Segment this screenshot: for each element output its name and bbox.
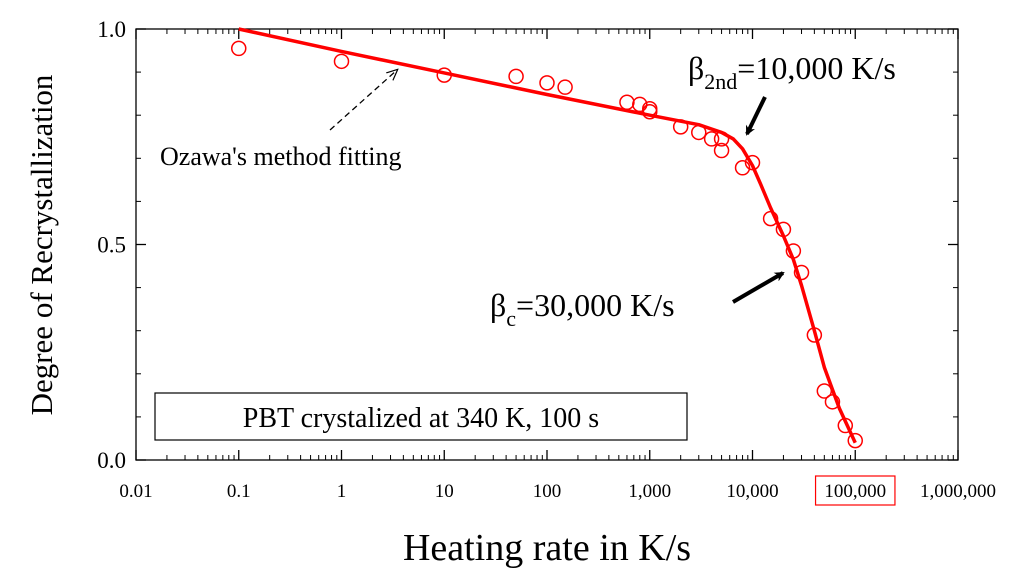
beta-2nd-subscript: 2nd <box>704 69 737 94</box>
data-point <box>816 383 833 399</box>
y-axis-label: Degree of Recrystallization <box>24 74 59 415</box>
beta-2nd-symbol: β <box>688 50 704 86</box>
y-tick-label: 0.0 <box>97 448 126 473</box>
data-point <box>847 432 863 449</box>
beta-c-label: βc=30,000 K/s <box>490 287 675 331</box>
ozawa-annotation: Ozawa's method fitting <box>160 70 402 171</box>
beta-c-annotation: βc=30,000 K/s <box>490 271 785 331</box>
data-point <box>713 142 730 159</box>
data-point <box>508 68 524 85</box>
data-point <box>436 67 452 83</box>
x-tick-label: 100 <box>533 481 562 502</box>
legend-box: PBT crystalized at 340 K, 100 s <box>154 392 688 441</box>
y-axis-ticks: 0.0 0.5 1.0 <box>97 17 958 473</box>
x-axis-ticks: 0.01 0.1 1 10 100 1,000 10,000 100,000 1,000,000 <box>119 29 996 506</box>
beta-c-subscript: c <box>506 306 516 331</box>
data-point <box>672 119 689 135</box>
data-point <box>806 327 823 343</box>
legend-box-text: PBT crystalized at 340 K, 100 s <box>243 403 599 434</box>
beta-2nd-annotation: β2nd=10,000 K/s <box>688 50 896 136</box>
data-point <box>557 79 573 95</box>
data-point <box>713 131 730 147</box>
y-tick-label: 1.0 <box>97 17 126 42</box>
data-point <box>619 94 635 111</box>
data-point <box>632 96 648 113</box>
beta-2nd-label: β2nd=10,000 K/s <box>688 50 896 94</box>
data-point <box>785 243 802 259</box>
data-point <box>837 417 854 434</box>
data-point <box>734 160 751 176</box>
x-tick-label: 0.1 <box>227 481 251 502</box>
legend-box-frame <box>154 392 688 441</box>
x-axis-label: Heating rate in K/s <box>403 527 691 569</box>
y-tick-label: 0.5 <box>97 233 126 258</box>
x-tick-label: 1,000 <box>628 481 671 502</box>
data-point <box>539 75 555 91</box>
x-tick-label: 1 <box>337 481 347 502</box>
highlighted-tick-box <box>814 475 896 506</box>
data-point <box>691 124 707 141</box>
x-tick-label: 100,000 <box>824 481 886 502</box>
data-point <box>762 210 779 227</box>
data-point <box>824 394 841 410</box>
data-point <box>333 53 350 70</box>
data-point <box>775 221 792 238</box>
beta-2nd-arrow <box>745 96 767 136</box>
x-tick-label: 1,000,000 <box>920 481 996 502</box>
fit-line-layer <box>238 27 857 444</box>
data-point <box>231 40 247 57</box>
beta-c-value: =30,000 K/s <box>516 287 675 323</box>
x-tick-label: 10 <box>435 481 454 502</box>
ozawa-fit-line <box>238 27 857 444</box>
data-point <box>642 104 658 120</box>
ozawa-annotation-text: Ozawa's method fitting <box>160 142 402 171</box>
data-points-layer <box>231 40 863 449</box>
x-tick-label: 0.01 <box>119 481 152 502</box>
data-point <box>744 154 761 171</box>
beta-c-symbol: β <box>490 287 506 323</box>
data-point <box>703 131 720 147</box>
ozawa-dashed-arrow <box>329 70 397 131</box>
data-point <box>793 264 810 281</box>
beta-2nd-value: =10,000 K/s <box>737 50 896 86</box>
beta-c-arrow <box>731 271 785 304</box>
x-tick-label: 10,000 <box>726 481 778 502</box>
